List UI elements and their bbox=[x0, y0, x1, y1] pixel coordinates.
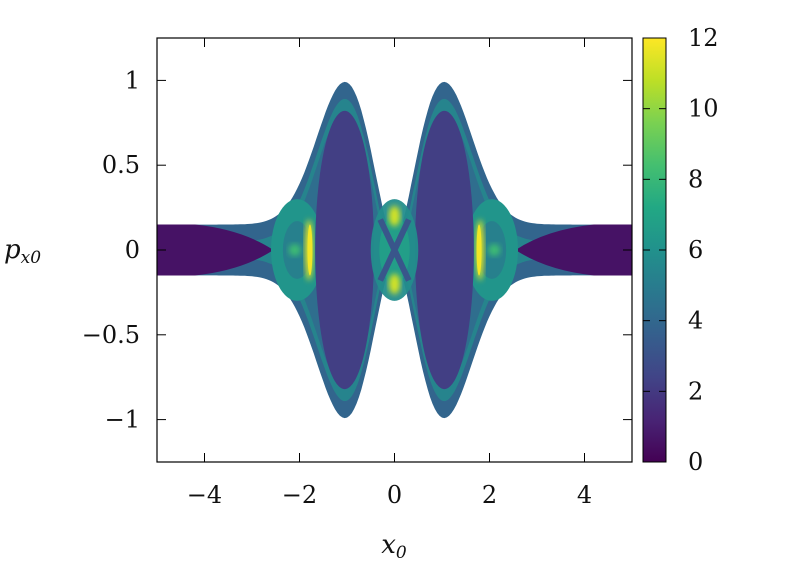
y-tick-label: −0.5 bbox=[82, 321, 140, 349]
bright-spot-bottom bbox=[388, 273, 401, 295]
colorbar-tick-label: 8 bbox=[688, 165, 703, 193]
x-tick-label: −2 bbox=[282, 481, 317, 509]
colorbar-tick-label: 12 bbox=[688, 24, 719, 52]
colorbar-tick-label: 4 bbox=[688, 307, 703, 335]
x-axis-label-main: x bbox=[381, 530, 396, 560]
heatmap-area bbox=[157, 81, 632, 419]
colorbar-tick-label: 2 bbox=[688, 377, 703, 405]
y-axis-label: px0 bbox=[4, 235, 41, 268]
y-tick-label: 0 bbox=[125, 236, 140, 264]
side-spot-right bbox=[488, 244, 501, 256]
x-tick-label: −4 bbox=[187, 481, 222, 509]
side-spot-left bbox=[288, 244, 301, 256]
bright-band-core-left bbox=[307, 224, 313, 276]
colorbar-tick-label: 6 bbox=[688, 236, 703, 264]
y-axis-label-sub: x0 bbox=[21, 248, 42, 268]
x-axis-ticks: −4 −2 0 2 4 bbox=[187, 38, 592, 509]
tail-right bbox=[515, 224, 632, 276]
central-lobe-right bbox=[414, 110, 474, 390]
tail-left bbox=[157, 224, 274, 276]
y-tick-label: 1 bbox=[125, 66, 140, 94]
y-axis-ticks: −1 −0.5 0 0.5 1 bbox=[82, 66, 632, 434]
colorbar-tick-label: 0 bbox=[688, 448, 703, 476]
x-tick-label: 4 bbox=[577, 481, 592, 509]
y-tick-label: −1 bbox=[105, 406, 140, 434]
bright-band-core-right bbox=[476, 224, 482, 276]
x-tick-label: 0 bbox=[387, 481, 402, 509]
x-axis-label-sub: 0 bbox=[396, 543, 407, 563]
y-axis-label-main: p bbox=[4, 235, 21, 265]
central-lobe-left bbox=[315, 110, 375, 390]
y-tick-label: 0.5 bbox=[102, 151, 140, 179]
x-axis-label: x0 bbox=[381, 530, 407, 563]
x-tick-label: 2 bbox=[482, 481, 497, 509]
colorbar-ticks: 0 2 4 6 8 10 12 bbox=[643, 24, 719, 476]
colorbar-tick-label: 10 bbox=[688, 95, 719, 123]
center-cross bbox=[377, 218, 412, 282]
bright-spot-top bbox=[388, 205, 401, 227]
